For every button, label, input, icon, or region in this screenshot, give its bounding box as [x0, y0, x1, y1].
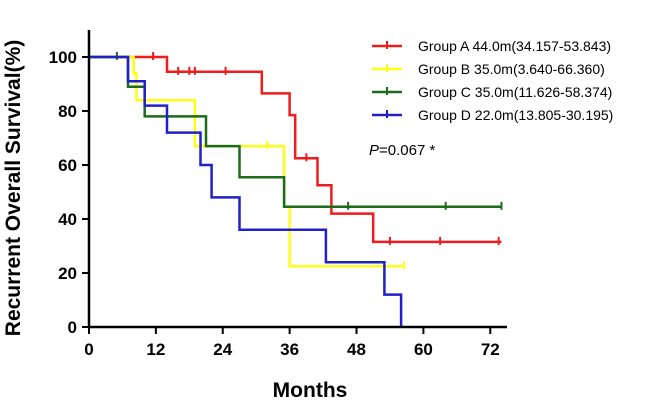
y-tick-label: 100	[49, 48, 77, 67]
series-group-d	[89, 55, 403, 327]
x-tick-label: 36	[280, 340, 299, 359]
p-value-annotation: P=0.067 *	[369, 142, 435, 159]
y-axis-title: Recurrent Overall Survival(%)	[2, 40, 25, 336]
legend-label-group-d: Group D 22.0m(13.805-30.195)	[418, 107, 613, 123]
legend-label-group-c: Group C 35.0m(11.626-58.374)	[418, 84, 612, 100]
y-tick-label: 20	[58, 264, 77, 283]
p-value-italic: P	[369, 142, 379, 159]
x-axis-title: Months	[273, 379, 348, 402]
y-tick-label: 80	[58, 102, 77, 121]
axes-layer	[87, 30, 507, 329]
x-tick-label: 12	[146, 340, 165, 359]
survival-line-group-d	[89, 55, 403, 327]
x-tick-label: 48	[347, 340, 366, 359]
x-tick-label: 0	[84, 340, 93, 359]
ticks-layer: 0 20 40 60 80 100 0 12 24 36 48 60 72	[49, 48, 500, 359]
legend-label-group-a: Group A 44.0m(34.157-53.843)	[418, 38, 611, 54]
y-tick-label: 60	[58, 156, 77, 175]
x-tick-label: 72	[481, 340, 500, 359]
series-group-a	[89, 52, 502, 245]
legend-label-group-b: Group B 35.0m(3.640-66.360)	[418, 61, 605, 77]
series-layer	[89, 52, 503, 327]
survival-line-group-b	[89, 55, 404, 268]
x-tick-label: 60	[414, 340, 433, 359]
y-tick-label: 40	[58, 210, 77, 229]
x-tick-label: 24	[213, 340, 232, 359]
series-group-b	[89, 55, 405, 270]
p-value-text: =0.067 *	[379, 142, 435, 159]
legend: Group A 44.0m(34.157-53.843) Group B 35.0…	[372, 38, 613, 123]
y-tick-label: 0	[68, 318, 77, 337]
survival-line-group-a	[89, 55, 502, 244]
